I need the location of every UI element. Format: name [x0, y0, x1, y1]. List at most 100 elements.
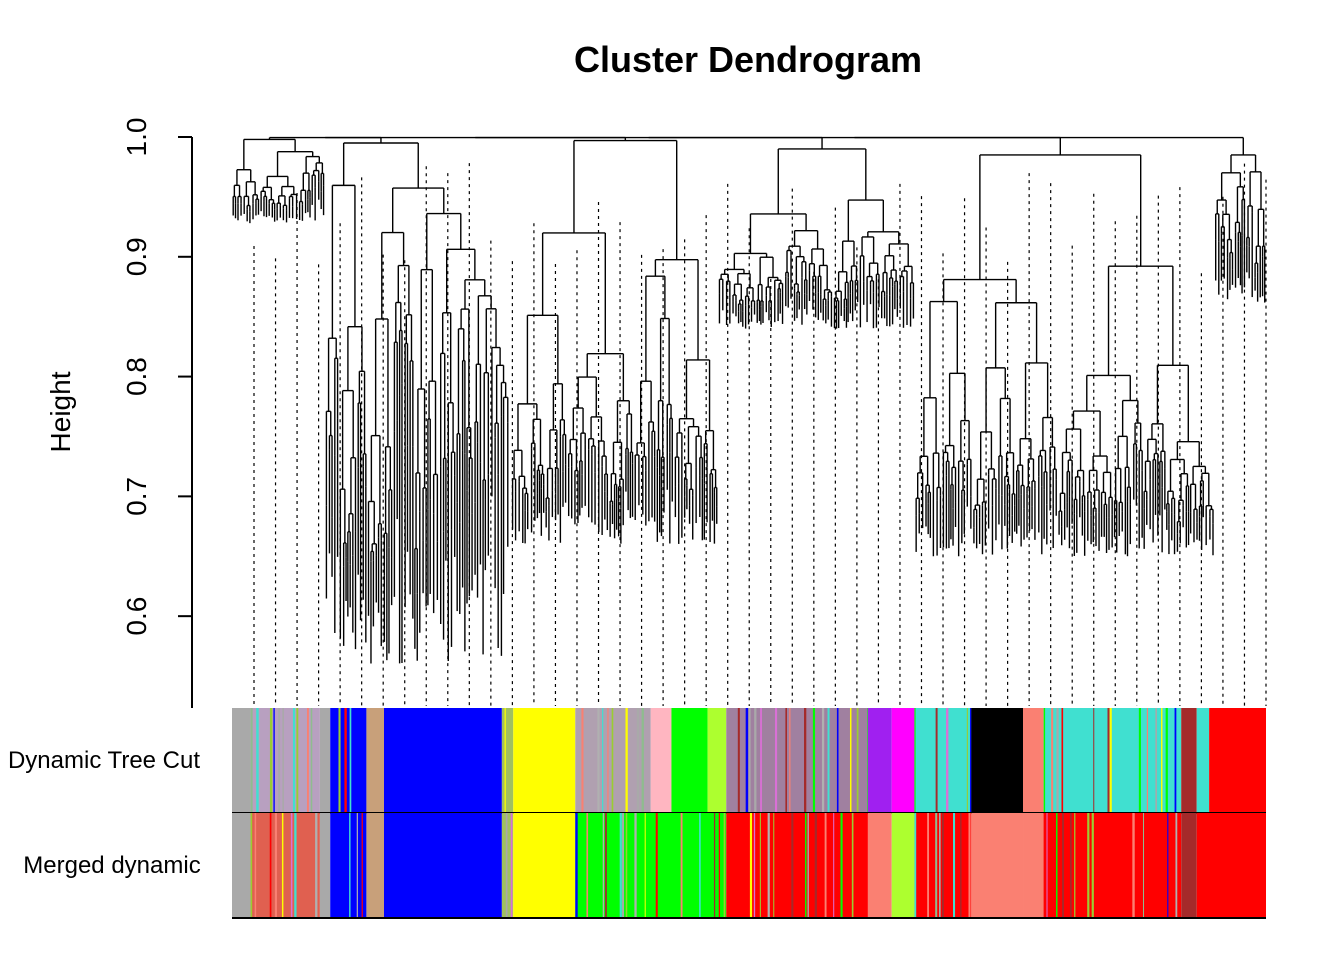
- y-tick-label: 0.6: [121, 597, 152, 636]
- band-stripe: [1167, 813, 1169, 918]
- band-segment: [250, 708, 320, 813]
- y-tick-label: 1.0: [121, 118, 152, 157]
- band-segment: [366, 813, 384, 918]
- band-segment: [914, 708, 972, 813]
- band-stripe: [269, 708, 273, 813]
- band-stripe: [597, 708, 600, 813]
- band-stripe: [1165, 708, 1168, 813]
- band-segment: [1181, 813, 1197, 918]
- color-band-labels: Dynamic Tree Cut Merged dynamic: [8, 747, 201, 879]
- band-stripe: [767, 813, 770, 918]
- band-stripe: [1174, 708, 1177, 813]
- band-stripe: [1093, 708, 1095, 813]
- band-stripe: [946, 708, 949, 813]
- band-segment: [319, 813, 331, 918]
- band-stripe: [361, 813, 363, 918]
- band-segment: [319, 708, 331, 813]
- band-stripe: [935, 708, 938, 813]
- band-stripe: [602, 708, 604, 813]
- band-segment: [501, 813, 514, 918]
- band-stripe: [356, 813, 358, 918]
- band-stripe: [625, 708, 628, 813]
- band-stripe: [254, 813, 257, 918]
- band-segment: [330, 813, 367, 918]
- band-stripe: [914, 708, 916, 813]
- band-label: Dynamic Tree Cut: [8, 747, 200, 774]
- band-stripe: [970, 708, 972, 813]
- band-stripe: [927, 813, 930, 918]
- band-stripe: [827, 708, 830, 813]
- band-stripe: [833, 813, 835, 918]
- band-segment: [867, 813, 892, 918]
- band-stripe: [968, 813, 971, 918]
- band-stripe: [281, 813, 284, 918]
- band-stripe: [774, 708, 778, 813]
- band-stripe: [748, 708, 751, 813]
- y-tick-label: 0.8: [121, 357, 152, 396]
- band-stripe: [1051, 708, 1054, 813]
- band-stripe: [634, 813, 637, 918]
- band-segment: [726, 813, 868, 918]
- band-stripe: [1069, 813, 1072, 918]
- band-segment: [366, 708, 384, 813]
- band-stripe: [306, 708, 309, 813]
- band-stripe: [789, 708, 791, 813]
- band-stripe: [505, 813, 508, 918]
- band-stripe: [619, 813, 622, 918]
- band-stripe: [804, 708, 807, 813]
- band-stripe: [586, 813, 589, 918]
- band-stripe: [821, 708, 825, 813]
- band-stripe: [607, 708, 609, 813]
- band-stripe: [581, 708, 584, 813]
- band-stripe: [250, 708, 253, 813]
- band-stripe: [636, 708, 640, 813]
- band-stripe: [611, 708, 614, 813]
- band-stripe: [1175, 813, 1178, 918]
- band-stripe: [854, 813, 856, 918]
- band-stripe: [836, 708, 839, 813]
- band-segment: [513, 708, 576, 813]
- band-stripe: [269, 813, 272, 918]
- band-segment: [1196, 813, 1266, 918]
- band-stripe: [1056, 708, 1059, 813]
- band-segment: [1023, 813, 1044, 918]
- band-stripe: [663, 813, 666, 918]
- band-segment: [1196, 708, 1210, 813]
- band-stripe: [760, 708, 762, 813]
- band-stripe: [1043, 708, 1046, 813]
- band-segment: [250, 813, 320, 918]
- band-stripe: [851, 813, 854, 918]
- band-stripe: [504, 708, 506, 813]
- band-stripe: [749, 813, 753, 918]
- band-segment: [971, 813, 1024, 918]
- band-segment: [891, 813, 915, 918]
- band-stripe: [805, 813, 807, 918]
- band-stripe: [250, 813, 253, 918]
- band-stripe: [278, 708, 281, 813]
- band-segment: [707, 708, 727, 813]
- band-stripe: [773, 813, 775, 918]
- band-stripe: [754, 708, 757, 813]
- band-stripe: [753, 813, 756, 918]
- band-segment: [1043, 813, 1182, 918]
- band-stripe: [785, 708, 787, 813]
- band-stripe: [273, 708, 275, 813]
- band-stripe: [791, 813, 794, 918]
- band-stripe: [745, 708, 749, 813]
- band-stripe: [338, 708, 341, 813]
- band-label: Merged dynamic: [23, 852, 200, 879]
- band-stripe: [824, 813, 827, 918]
- band-segment: [867, 708, 892, 813]
- band-stripe: [1091, 813, 1094, 918]
- band-stripe: [718, 813, 721, 918]
- band-stripe: [807, 813, 809, 918]
- band-stripe: [622, 813, 625, 918]
- dendrogram-tree: [232, 136, 1267, 706]
- band-stripe: [310, 708, 313, 813]
- band-stripe: [315, 813, 318, 918]
- band-segment: [671, 708, 708, 813]
- band-stripe: [759, 813, 761, 918]
- band-stripe: [966, 708, 968, 813]
- band-stripe: [678, 813, 681, 918]
